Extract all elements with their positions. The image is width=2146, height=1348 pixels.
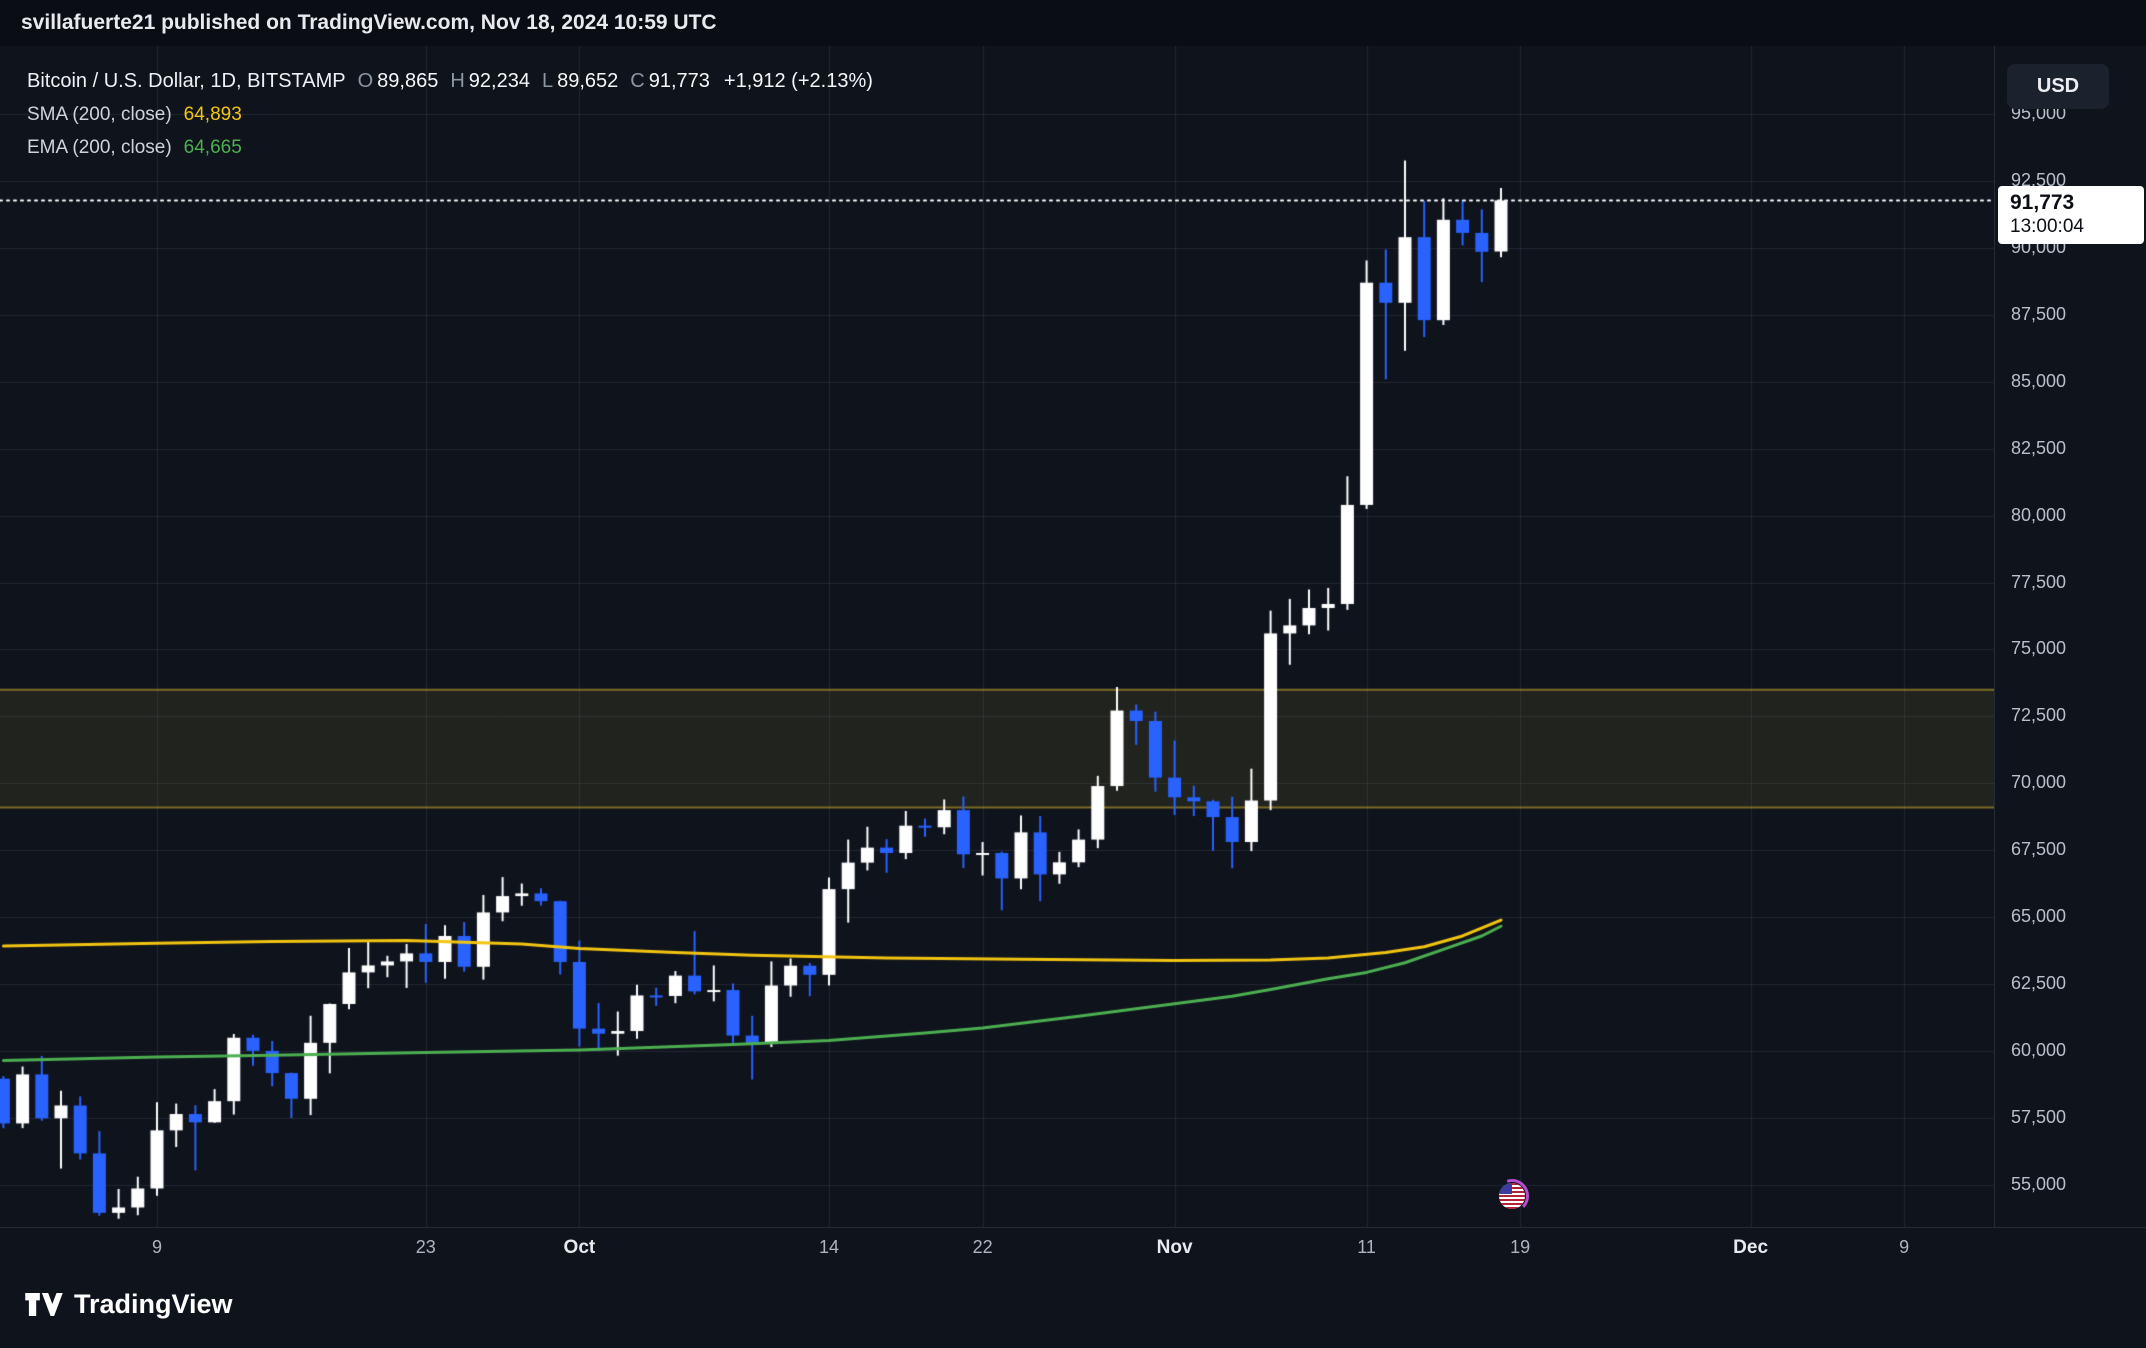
price-axis-label: 87,500: [2011, 303, 2067, 324]
ohlc-close-label: C: [630, 69, 645, 92]
price-axis-label: 70,000: [2011, 772, 2067, 793]
price-axis-label: 92,500: [2011, 169, 2067, 190]
time-axis-label: 9: [1899, 1237, 1910, 1257]
time-axis-label: Oct: [563, 1237, 596, 1258]
ohlc-change: +1,912 (+2.13%): [723, 69, 873, 92]
sma-label: SMA (200, close): [27, 103, 172, 125]
price-axis-label: 82,500: [2011, 437, 2067, 458]
ema-legend-row[interactable]: EMA (200, close) 64,665: [27, 131, 873, 164]
ohlc-close-value: 91,773: [648, 69, 710, 92]
bottom-toolbar: TradingView: [0, 1269, 2146, 1348]
price-axis-label: 60,000: [2011, 1040, 2067, 1061]
symbol-title: Bitcoin / U.S. Dollar, 1D, BITSTAMP: [27, 69, 346, 92]
time-axis-label: Nov: [1156, 1237, 1193, 1258]
price-axis-label: 67,500: [2011, 839, 2067, 860]
price-axis-label: 80,000: [2011, 504, 2067, 525]
time-axis-label: 11: [1357, 1237, 1376, 1257]
price-axis-label: 57,500: [2011, 1107, 2067, 1128]
price-axis-label: 62,500: [2011, 973, 2067, 994]
ohlc-open-label: O: [357, 69, 374, 92]
us-economic-event-icon[interactable]: [1494, 1178, 1530, 1214]
price-axis-label: 55,000: [2011, 1173, 2067, 1194]
price-axis-label: 77,500: [2011, 571, 2067, 592]
ohlc-high-label: H: [450, 69, 465, 92]
currency-toggle-button[interactable]: USD: [2007, 64, 2109, 109]
time-axis-label: 9: [151, 1237, 163, 1257]
us-flag-icon: [1495, 1179, 1529, 1213]
ema-label: EMA (200, close): [27, 136, 172, 158]
last-price-value: 91,773: [2010, 191, 2075, 215]
bar-countdown: 13:00:04: [2010, 216, 2084, 238]
price-axis-label: 72,500: [2011, 705, 2067, 726]
time-axis[interactable]: 9 23 Oct 14 22 Nov 11 19 Dec 9: [0, 1227, 2146, 1269]
ohlc-open-value: 89,865: [377, 69, 439, 92]
price-axis[interactable]: USD 91,773 13:00:04 55,000 57,500 60,000 62…: [1994, 46, 2146, 1227]
legend: Bitcoin / U.S. Dollar, 1D, BITSTAMP O 89…: [27, 64, 873, 164]
publish-info-bar: svillafuerte21 published on TradingView.…: [0, 0, 2146, 46]
last-price-badge: 91,773 13:00:04: [1998, 186, 2144, 245]
price-axis-label: 75,000: [2011, 638, 2067, 659]
ema-value: 64,665: [183, 136, 242, 158]
ohlc-low-label: L: [541, 69, 554, 92]
symbol-legend-row[interactable]: Bitcoin / U.S. Dollar, 1D, BITSTAMP O 89…: [27, 64, 873, 98]
tradingview-logo-icon: [25, 1293, 63, 1316]
time-axis-label: 19: [1510, 1237, 1531, 1257]
time-axis-label: 22: [972, 1237, 993, 1257]
ohlc-high-value: 92,234: [468, 69, 530, 92]
tradingview-brand[interactable]: TradingView: [24, 1289, 233, 1320]
price-axis-label: 65,000: [2011, 906, 2067, 927]
publish-info-text: svillafuerte21 published on TradingView.…: [21, 11, 717, 34]
price-axis-label: 85,000: [2011, 370, 2067, 391]
ohlc-low-value: 89,652: [557, 69, 619, 92]
time-axis-label: Dec: [1733, 1237, 1769, 1258]
tradingview-brand-text: TradingView: [74, 1289, 233, 1319]
sma-legend-row[interactable]: SMA (200, close) 64,893: [27, 98, 873, 131]
sma-value: 64,893: [183, 103, 242, 125]
chart-canvas[interactable]: [0, 46, 1994, 1227]
time-axis-label: 14: [818, 1237, 840, 1257]
time-axis-label: 23: [415, 1237, 436, 1257]
